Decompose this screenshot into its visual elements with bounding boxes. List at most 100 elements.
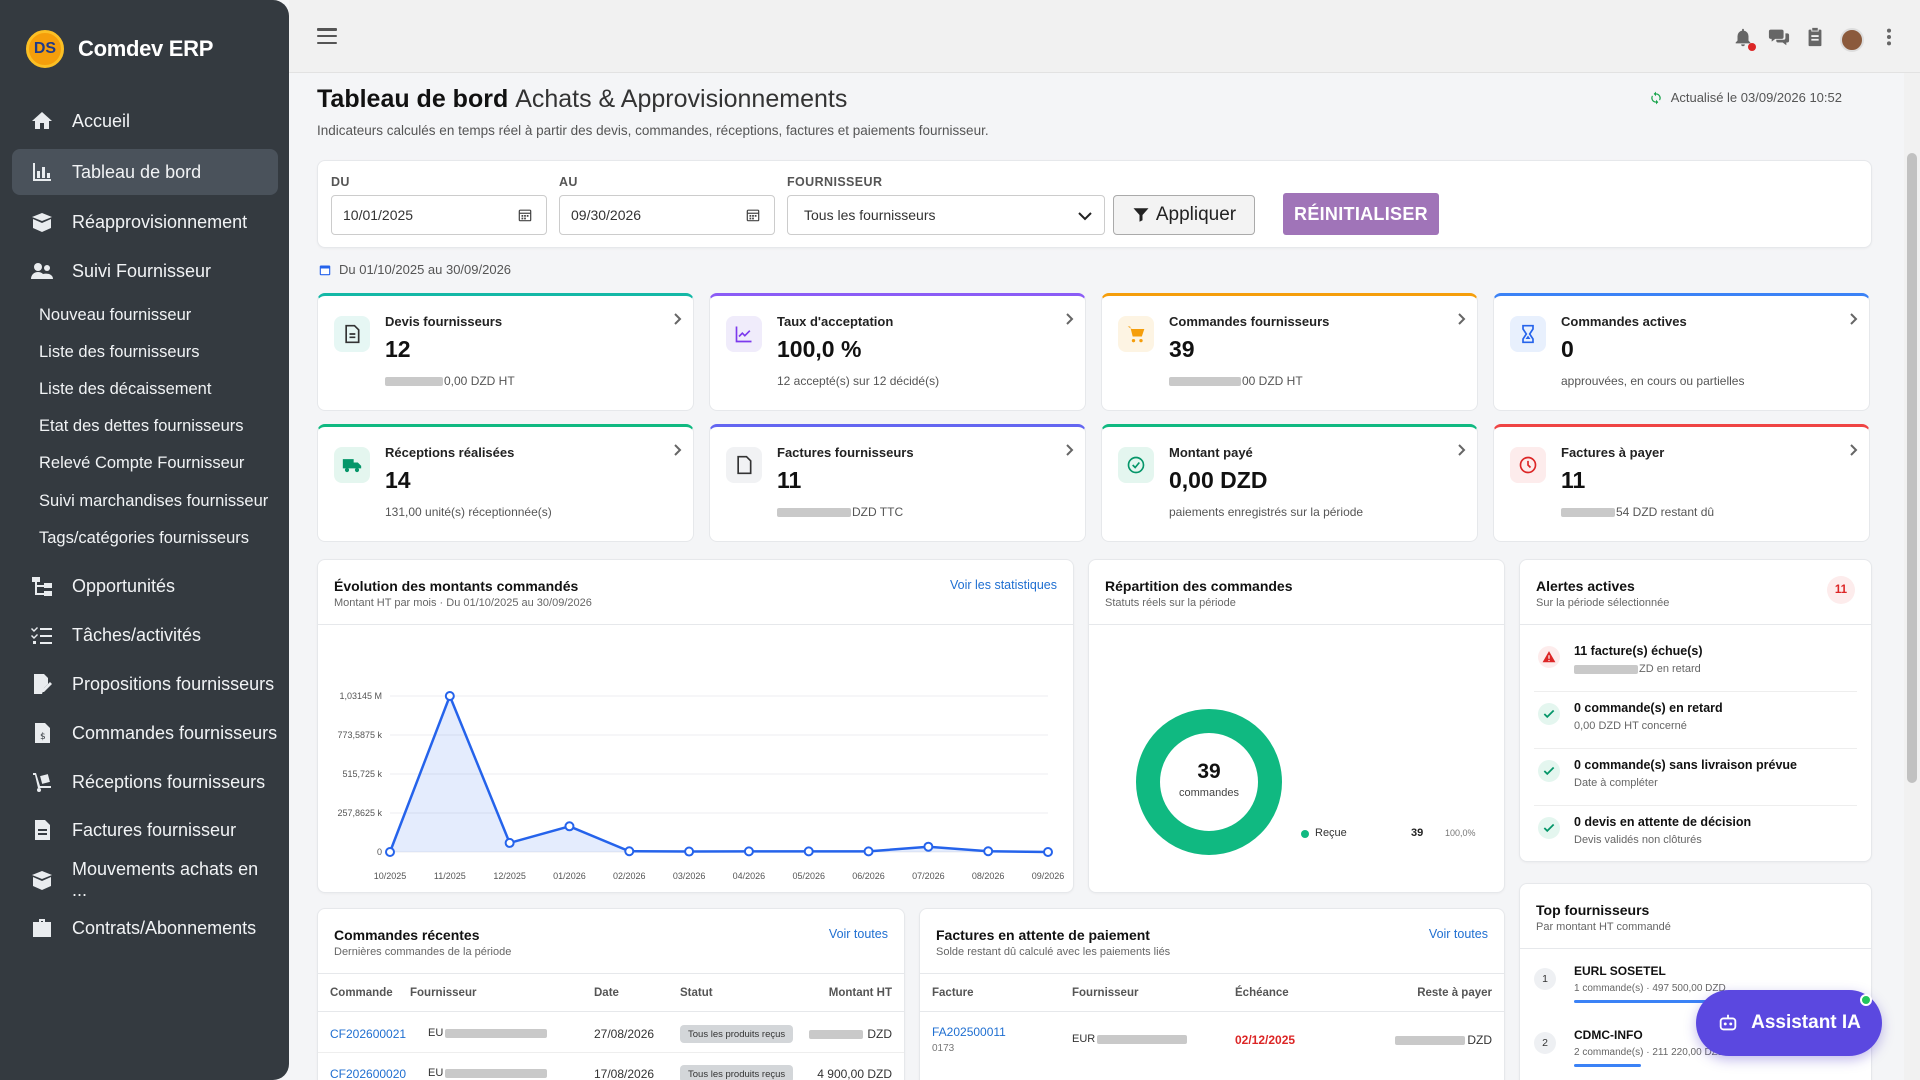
table-row[interactable]: FA202500011 0173 EUR 02/12/2025 DZD: [920, 1013, 1504, 1063]
kpi-card-2[interactable]: Commandes fournisseurs 39 00 DZD HT: [1101, 293, 1478, 411]
au-label: AU: [559, 175, 578, 189]
top-supplier-sub: 2 commande(s) · 211 220,00 DZD: [1574, 1047, 1725, 1058]
order-supplier: EU: [428, 1027, 548, 1039]
invoices-column-header[interactable]: Échéance: [1235, 987, 1289, 999]
alert-item[interactable]: 0 commande(s) en retard 0,00 DZD HT conce…: [1534, 693, 1857, 749]
bell-icon[interactable]: [1732, 26, 1756, 53]
alerts-subtitle: Sur la période sélectionnée: [1536, 597, 1670, 609]
table-row[interactable]: CF202600021 EU 27/08/2026 Tous les produits…: [318, 1013, 904, 1053]
orders-column-header[interactable]: Date: [594, 987, 619, 999]
x-tick-label: 03/2026: [673, 871, 706, 881]
reset-button[interactable]: RÉINITIALISER: [1283, 193, 1439, 235]
sidebar-item-2[interactable]: Réapprovisionnement: [12, 199, 278, 245]
robot-icon: [1719, 1014, 1737, 1031]
data-point: [624, 846, 635, 857]
sidebar-subitem-3[interactable]: Etat des dettes fournisseurs: [39, 417, 244, 435]
sidebar-item-label: Réceptions fournisseurs: [72, 771, 266, 792]
last-updated[interactable]: Actualisé le 03/09/2026 10:52: [1649, 90, 1842, 105]
apply-button[interactable]: Appliquer: [1113, 195, 1255, 235]
sidebar-item-7[interactable]: $ Commandes fournisseurs: [12, 710, 278, 756]
check-circle-icon: [1118, 447, 1154, 483]
view-stats-link[interactable]: Voir les statistiques: [950, 578, 1057, 592]
calendar-icon[interactable]: [746, 208, 760, 222]
kpi-card-7[interactable]: Factures à payer 11 54 DZD restant dû: [1493, 424, 1870, 542]
sidebar-subitem-5[interactable]: Suivi marchandises fournisseur: [39, 492, 269, 510]
sidebar-item-4[interactable]: Opportunités: [12, 563, 278, 609]
kpi-card-3[interactable]: Commandes actives 0 approuvées, en cours o…: [1493, 293, 1870, 411]
kpi-card-1[interactable]: Taux d'acceptation 100,0 % 12 accepté(s) s…: [709, 293, 1086, 411]
brand-name: Comdev ERP: [78, 36, 214, 61]
menu-toggle-icon[interactable]: [317, 28, 337, 44]
line-series: [388, 692, 1049, 854]
invoices-column-header[interactable]: Facture: [932, 987, 974, 999]
x-tick-label: 01/2026: [553, 871, 586, 881]
scrollbar[interactable]: [1904, 73, 1920, 1080]
recent-orders-subtitle: Dernières commandes de la période: [334, 946, 512, 958]
clipboard-icon[interactable]: [1804, 26, 1826, 53]
kpi-card-4[interactable]: Réceptions réalisées 14 131,00 unité(s) ré…: [317, 424, 694, 542]
assistant-ia-button[interactable]: Assistant IA: [1696, 990, 1882, 1056]
invoices-column-header[interactable]: Fournisseur: [1072, 987, 1139, 999]
sidebar-item-11[interactable]: Contrats/Abonnements: [12, 905, 278, 951]
truck-icon: [334, 447, 370, 483]
sidebar-item-label: Mouvements achats en ...: [71, 859, 259, 900]
order-ref-link[interactable]: CF202600020: [330, 1067, 407, 1080]
invoice-remaining: DZD: [1395, 1033, 1492, 1047]
sidebar-subitem-2[interactable]: Liste des décaissement: [39, 380, 212, 398]
kpi-subtext: 54 DZD restant dû: [1561, 505, 1714, 519]
avatar[interactable]: [1840, 27, 1864, 52]
invoice-ref-link[interactable]: FA202500011: [932, 1025, 1006, 1039]
fournisseur-select[interactable]: Tous les fournisseurs: [787, 195, 1105, 235]
page-title: Tableau de bord Achats & Approvisionneme…: [317, 85, 848, 113]
sidebar-item-5[interactable]: Tâches/activités: [12, 612, 278, 658]
calendar-icon[interactable]: [518, 208, 532, 222]
more-vertical-icon[interactable]: [1878, 26, 1900, 53]
table-row[interactable]: CF202600020 EU 17/08/2026 Tous les produits…: [318, 1053, 904, 1080]
sidebar-item-6[interactable]: Propositions fournisseurs: [12, 661, 278, 707]
data-point: [923, 841, 934, 852]
y-tick-label: 515,725 k: [342, 769, 382, 779]
orders-column-header[interactable]: Montant HT: [828, 987, 892, 999]
sidebar-item-8[interactable]: Réceptions fournisseurs: [12, 759, 278, 805]
invoice-due-date: 02/12/2025: [1235, 1033, 1296, 1047]
hourglass-icon: [1510, 316, 1546, 352]
sitemap-icon: [28, 574, 56, 598]
sidebar-subitem-1[interactable]: Liste des fournisseurs: [39, 343, 200, 361]
order-ref-link[interactable]: CF202600021: [330, 1027, 407, 1041]
view-all-invoices-link[interactable]: Voir toutes: [1428, 927, 1488, 941]
filters-card: DU 10/01/2025 AU 09/30/2026 FOURNISSEUR …: [317, 160, 1872, 248]
du-input[interactable]: 10/01/2025: [331, 195, 547, 235]
kpi-card-5[interactable]: Factures fournisseurs 11 DZD TTC: [709, 424, 1086, 542]
kpi-label: Factures à payer: [1561, 445, 1665, 460]
pending-invoices-card: Factures en attente de paiement Solde re…: [919, 908, 1505, 1080]
sidebar-subitem-0[interactable]: Nouveau fournisseur: [39, 306, 192, 324]
top-supplier-item[interactable]: 1 EURL SOSETEL 1 commande(s) · 497 500,00 …: [1534, 960, 1857, 1018]
data-point: [504, 837, 515, 848]
au-input[interactable]: 09/30/2026: [559, 195, 775, 235]
kpi-card-6[interactable]: Montant payé 0,00 DZD paiements enregistré…: [1101, 424, 1478, 542]
comments-icon[interactable]: [1768, 26, 1790, 53]
brand[interactable]: DS Comdev ERP: [26, 30, 213, 68]
orders-column-header[interactable]: Fournisseur: [410, 987, 477, 999]
alert-item[interactable]: 0 devis en attente de décision Devis vali…: [1534, 807, 1857, 863]
donut-total-label: commandes: [1179, 787, 1239, 799]
orders-column-header[interactable]: Commande: [330, 987, 393, 999]
sidebar-item-0[interactable]: Accueil: [12, 98, 278, 144]
refresh-icon[interactable]: [1649, 91, 1663, 105]
kpi-card-0[interactable]: Devis fournisseurs 12 0,00 DZD HT: [317, 293, 694, 411]
alert-item[interactable]: 0 commande(s) sans livraison prévue Date …: [1534, 750, 1857, 806]
sidebar-item-3[interactable]: Suivi Fournisseur: [12, 248, 278, 294]
sidebar-item-9[interactable]: Factures fournisseur: [12, 807, 278, 853]
orders-column-header[interactable]: Statut: [680, 987, 713, 999]
x-tick-label: 07/2026: [912, 871, 945, 881]
invoices-column-header[interactable]: Reste à payer: [1417, 987, 1492, 999]
sidebar-item-1[interactable]: Tableau de bord: [12, 149, 278, 195]
sidebar-item-10[interactable]: Mouvements achats en ...: [12, 857, 278, 903]
sidebar: DS Comdev ERP Accueil Tableau de bord Réap…: [0, 0, 289, 1080]
view-all-orders-link[interactable]: Voir toutes: [828, 927, 888, 941]
sidebar-subitem-4[interactable]: Relevé Compte Fournisseur: [39, 454, 245, 472]
alert-item[interactable]: 11 facture(s) échue(s) ZD en retard: [1534, 636, 1857, 692]
top-supplier-item[interactable]: 2 CDMC-INFO 2 commande(s) · 211 220,00 DZD: [1534, 1024, 1857, 1080]
alert-subtext: Date à compléter: [1574, 777, 1658, 789]
sidebar-subitem-6[interactable]: Tags/catégories fournisseurs: [39, 529, 250, 547]
